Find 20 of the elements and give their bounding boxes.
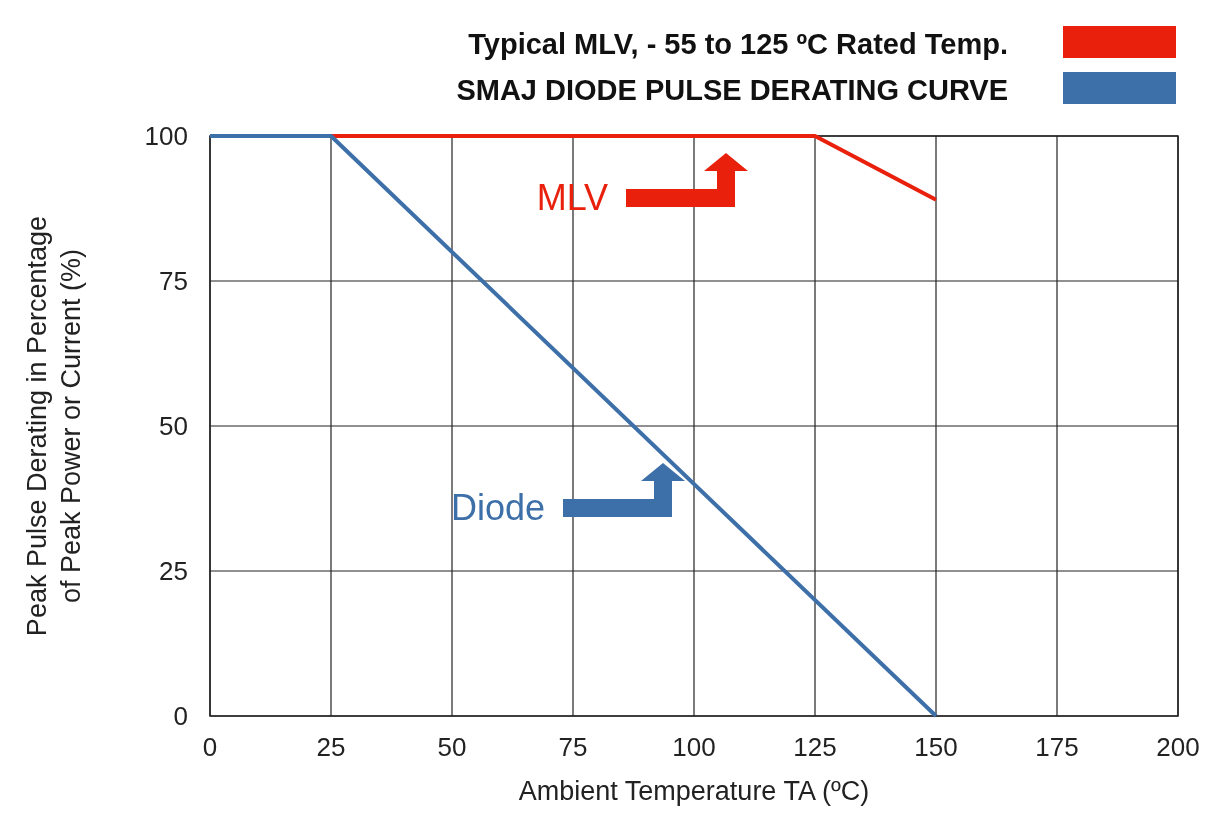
- y-axis-title: Peak Pulse Derating in Percentage of Peak Power or Current (%): [22, 215, 86, 637]
- legend-label: SMAJ DIODE PULSE DERATING CURVE: [456, 74, 1008, 106]
- x-tick-label: 125: [793, 732, 837, 762]
- y-tick-label: 25: [159, 556, 188, 586]
- x-tick-label: 50: [437, 732, 467, 762]
- annotation: MLV: [536, 177, 608, 218]
- x-axis-title: Ambient Temperature TA (ºC): [518, 776, 870, 806]
- y-tick-label: 50: [159, 411, 188, 441]
- y-tick-label: 100: [144, 121, 188, 151]
- annotation: Diode: [450, 487, 545, 528]
- x-tick-label: 75: [558, 732, 588, 762]
- x-tick-label: 0: [202, 732, 218, 762]
- x-tick-label: 200: [1156, 732, 1200, 762]
- x-tick-label: 100: [672, 732, 716, 762]
- x-tick-label: 175: [1035, 732, 1079, 762]
- x-tick-label: 150: [914, 732, 958, 762]
- x-tick-label: 25: [316, 732, 346, 762]
- y-tick-label: 75: [159, 266, 188, 296]
- y-tick-label: 0: [173, 701, 188, 731]
- legend-label: Typical MLV, - 55 to 125 ºC Rated Temp.: [468, 28, 1008, 60]
